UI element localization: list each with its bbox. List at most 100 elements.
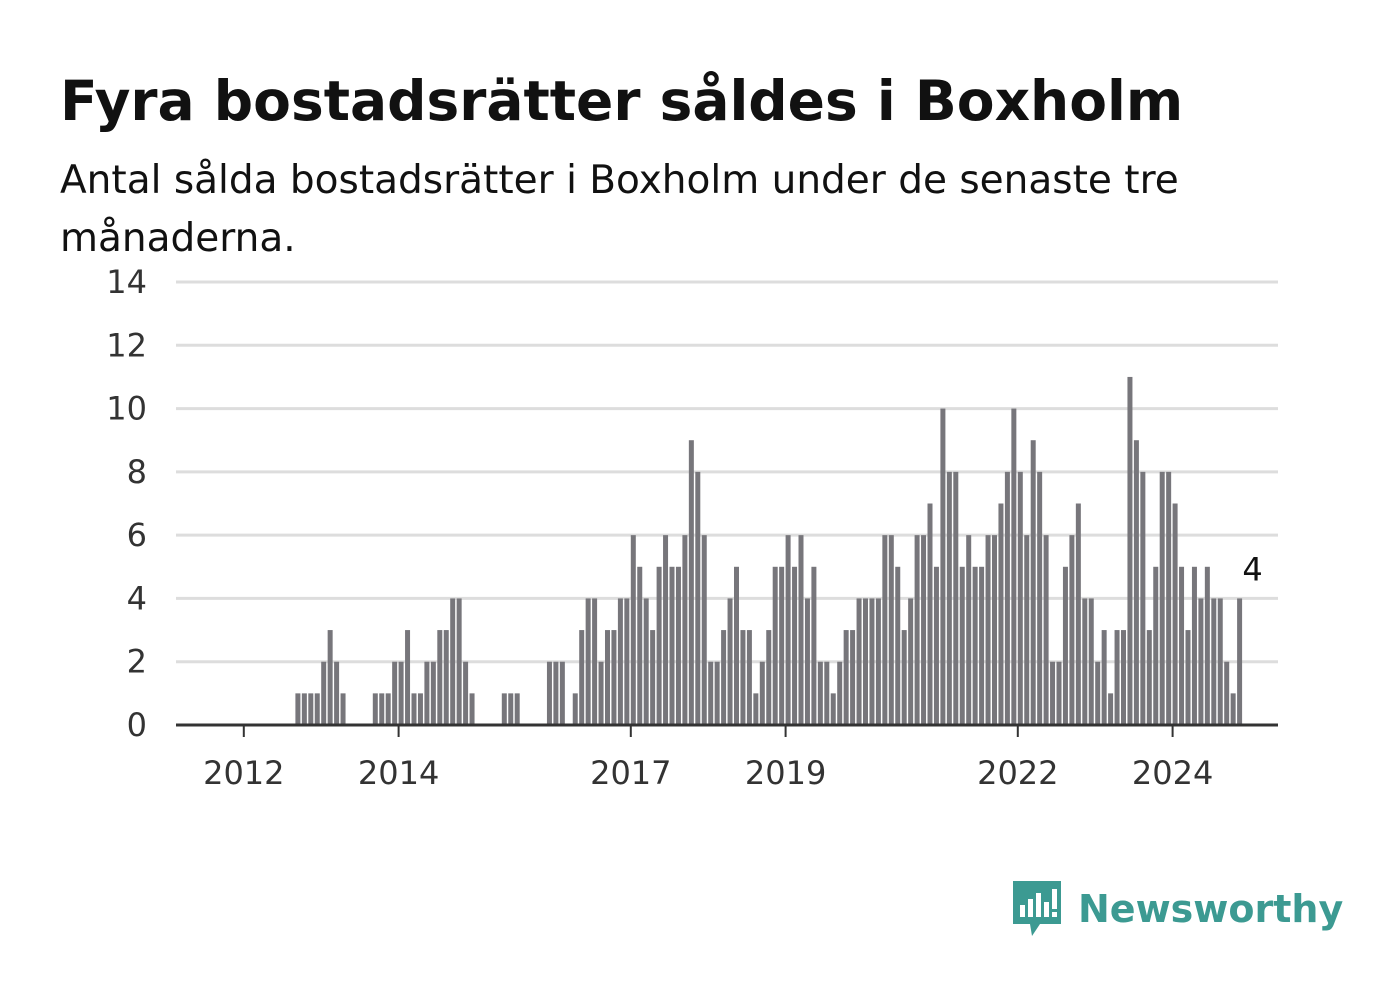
bar xyxy=(1198,598,1204,725)
bar xyxy=(798,535,804,725)
bar xyxy=(1140,471,1146,725)
y-tick-label: 12 xyxy=(106,326,147,364)
bar xyxy=(637,566,643,725)
bar xyxy=(1217,598,1223,725)
bar xyxy=(398,661,404,725)
bar xyxy=(443,630,449,725)
bar xyxy=(1095,661,1101,725)
bar xyxy=(1237,598,1243,725)
bar xyxy=(1204,566,1210,725)
labels: 0 2 4 6 8 10 12 14 2012 2014 2017 2019 2022 2024 4 xyxy=(106,263,1262,792)
bar xyxy=(1108,693,1114,725)
bar xyxy=(1101,630,1107,725)
x-tick-label: 2014 xyxy=(358,754,439,792)
x-tick-label: 2024 xyxy=(1132,754,1213,792)
bar xyxy=(746,630,752,725)
bar xyxy=(579,630,585,725)
bar xyxy=(695,471,701,725)
bar xyxy=(334,661,340,725)
bars xyxy=(295,376,1243,725)
bar xyxy=(992,535,997,725)
bar xyxy=(927,503,933,725)
bar xyxy=(817,661,823,725)
bar xyxy=(1172,503,1178,725)
bar xyxy=(340,693,346,725)
bar xyxy=(463,661,469,725)
bar xyxy=(1146,630,1152,725)
bar xyxy=(469,693,475,725)
bar xyxy=(624,598,630,725)
bar xyxy=(792,566,798,725)
bar xyxy=(559,661,565,725)
bar xyxy=(656,566,662,725)
bar xyxy=(295,693,301,725)
bar xyxy=(327,630,333,725)
x-tick-label: 2012 xyxy=(203,754,284,792)
bar xyxy=(592,598,598,725)
bar xyxy=(314,693,320,725)
bar xyxy=(875,598,881,725)
bar xyxy=(908,598,914,725)
y-tick-label: 4 xyxy=(127,579,147,617)
x-tick-label: 2022 xyxy=(977,754,1058,792)
bar xyxy=(514,693,520,725)
axes xyxy=(176,723,1278,737)
newsworthy-logo[interactable]: Newsworthy xyxy=(1010,878,1343,940)
bar xyxy=(1075,503,1081,725)
bar xyxy=(411,693,417,725)
y-tick-label: 2 xyxy=(127,643,147,681)
bar xyxy=(959,566,965,725)
bar-chart: 0 2 4 6 8 10 12 14 2012 2014 2017 2019 2022 2024 4 xyxy=(106,263,1278,792)
bar xyxy=(1082,598,1088,725)
bar xyxy=(1114,630,1120,725)
bar xyxy=(824,661,830,725)
bar xyxy=(856,598,862,725)
bar xyxy=(933,566,939,725)
bar xyxy=(1024,535,1030,725)
y-tick-label: 6 xyxy=(127,516,147,554)
bar xyxy=(914,535,920,725)
bar xyxy=(1191,566,1197,725)
bar xyxy=(753,693,759,725)
bar xyxy=(688,440,694,725)
bar xyxy=(921,535,927,725)
bar xyxy=(1185,630,1191,725)
y-tick-label: 10 xyxy=(106,390,147,428)
bar xyxy=(1043,535,1049,725)
bar xyxy=(1004,471,1010,725)
bar xyxy=(701,535,707,725)
bar xyxy=(850,630,856,725)
y-tick-label: 14 xyxy=(106,263,147,301)
bar xyxy=(772,566,778,725)
bar xyxy=(901,630,907,725)
bar xyxy=(424,661,430,725)
bar xyxy=(605,630,610,725)
bar xyxy=(385,693,391,725)
bar xyxy=(779,566,785,725)
bar xyxy=(417,693,423,725)
y-tick-label: 8 xyxy=(127,453,147,491)
bar xyxy=(1211,598,1217,725)
bar xyxy=(727,598,733,725)
bar xyxy=(450,598,456,725)
bar xyxy=(308,693,314,725)
bar xyxy=(740,630,746,725)
bar xyxy=(966,535,972,725)
bar xyxy=(456,598,462,725)
bar xyxy=(437,630,443,725)
bar xyxy=(843,630,849,725)
bar xyxy=(1230,693,1236,725)
bar xyxy=(714,661,720,725)
bar xyxy=(837,661,843,725)
bar xyxy=(1153,566,1159,725)
bar xyxy=(766,630,772,725)
bar xyxy=(998,503,1004,725)
bar xyxy=(405,630,411,725)
bar xyxy=(682,535,688,725)
highlight-value-label: 4 xyxy=(1242,550,1262,588)
bar xyxy=(1179,566,1185,725)
y-tick-label: 0 xyxy=(127,706,147,744)
bar xyxy=(1030,440,1036,725)
bar xyxy=(888,535,894,725)
bar xyxy=(895,566,901,725)
